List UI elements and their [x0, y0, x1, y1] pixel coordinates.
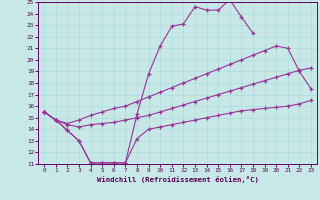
X-axis label: Windchill (Refroidissement éolien,°C): Windchill (Refroidissement éolien,°C)	[97, 176, 259, 183]
